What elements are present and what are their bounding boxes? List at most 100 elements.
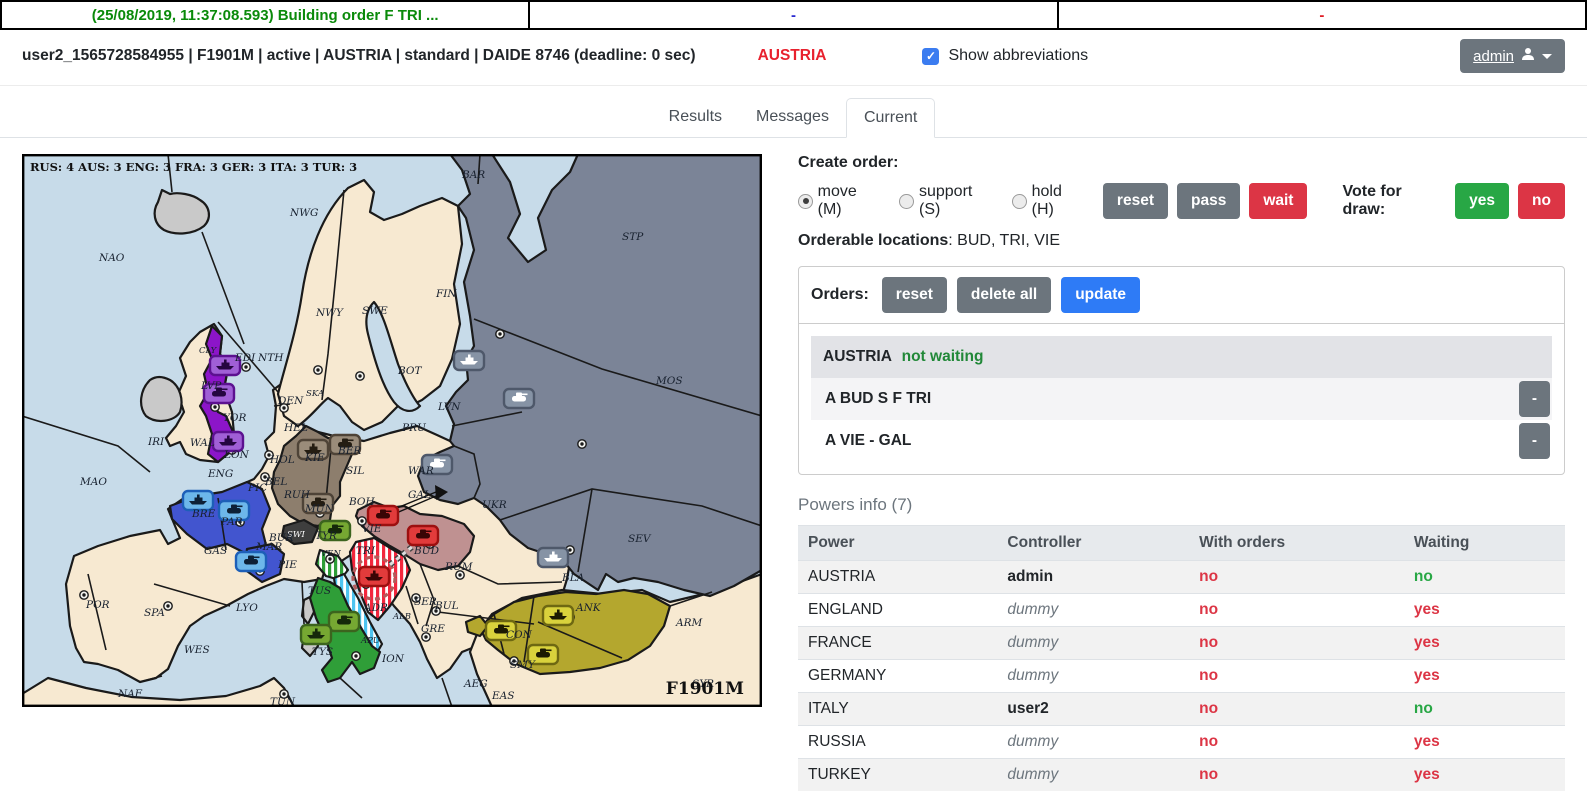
supply-center-dot	[431, 606, 441, 616]
france-fleet-unit[interactable]	[181, 489, 215, 512]
supply-center-dot	[264, 450, 274, 460]
game-map[interactable]: NAO NWG BAR STP MOS SEV UKR LVN PRU WAR GAL BOT FIN S…	[20, 152, 764, 712]
radio-support-input[interactable]	[899, 193, 914, 209]
map-label-tus: TUS	[308, 585, 331, 597]
right-panel: Create order: move (M) support (S) hold …	[798, 154, 1565, 791]
move-order-arrow	[391, 491, 437, 511]
germany-fleet-unit[interactable]	[296, 438, 330, 461]
england-army-unit[interactable]	[202, 382, 236, 405]
map-label-iri: IRI	[147, 436, 165, 448]
italy-army-unit[interactable]	[327, 610, 361, 633]
supply-center-dot	[313, 365, 323, 375]
create-order-controls: move (M) support (S) hold (H) reset pass…	[798, 183, 1565, 219]
supply-center-dot	[455, 570, 465, 580]
orders-list: AUSTRIA not waiting A BUD S F TRI - A VI…	[799, 324, 1564, 474]
tab-messages[interactable]: Messages	[756, 108, 829, 125]
remove-order-button[interactable]: -	[1518, 423, 1550, 459]
map-label-boh: BOH	[348, 496, 376, 508]
status-cell-2: -	[528, 0, 1059, 28]
orders-reset-button[interactable]: reset	[881, 277, 947, 313]
pass-button[interactable]: pass	[1176, 183, 1241, 219]
radio-move[interactable]: move (M)	[798, 183, 883, 219]
map-label-ska: SKA	[306, 389, 324, 399]
col-controller: Controller	[997, 525, 1190, 561]
map-sc-counts: RUS: 4 AUS: 3 ENG: 3 FRA: 3 GER: 3 ITA: …	[30, 160, 357, 174]
map-label-lyo: LYO	[235, 602, 258, 614]
russia-region	[416, 152, 764, 598]
orders-header: Orders: reset delete all update	[799, 267, 1564, 324]
orders-power-name: AUSTRIA	[823, 348, 892, 365]
austria-fleet-unit[interactable]	[357, 565, 391, 588]
map-label-eng: ENG	[207, 468, 233, 480]
russia-fleet-unit[interactable]	[536, 546, 570, 569]
italy-fleet-unit[interactable]	[299, 623, 333, 646]
order-graphics	[351, 485, 448, 601]
orders-title: Orders:	[811, 286, 869, 303]
france-army-unit[interactable]	[234, 550, 268, 573]
russia-army-unit[interactable]	[502, 387, 536, 410]
show-abbreviations-checkbox[interactable]: ✓	[922, 47, 940, 65]
italy-army-unit[interactable]	[318, 519, 352, 542]
map-label-ven: VEN	[321, 549, 341, 559]
map-label-eas: EAS	[491, 690, 514, 702]
current-power-label: AUSTRIA	[757, 47, 827, 64]
map-label-wal: WAL	[190, 437, 215, 449]
map-label-spa: SPA	[144, 607, 165, 619]
turkey-army-unit[interactable]	[526, 643, 560, 666]
turkey-fleet-unit[interactable]	[541, 604, 575, 627]
map-label-fin: FIN	[435, 288, 457, 300]
england-fleet-unit[interactable]	[208, 354, 242, 377]
radio-support[interactable]: support (S)	[899, 183, 996, 219]
chevron-down-icon	[1542, 53, 1552, 59]
create-order-title: Create order:	[798, 154, 899, 171]
show-abbreviations-control[interactable]: ✓ Show abbreviations	[922, 47, 1088, 65]
map-label-nao: NAO	[98, 252, 125, 264]
vote-yes-button[interactable]: yes	[1455, 183, 1510, 219]
austria-army-unit[interactable]	[406, 524, 440, 547]
gulf-of-bothnia	[365, 300, 422, 412]
austria-army-unit[interactable]	[366, 504, 400, 527]
remove-order-button[interactable]: -	[1518, 381, 1550, 417]
admin-menu-button[interactable]: admin	[1460, 39, 1565, 73]
orders-update-button[interactable]: update	[1061, 277, 1141, 313]
map-label-smy: SMY	[510, 659, 536, 671]
map-label-sev: SEV	[628, 533, 652, 545]
map-label-den: DEN	[277, 395, 304, 407]
orders-delete-all-button[interactable]: delete all	[956, 277, 1052, 313]
map-label-por: POR	[85, 599, 110, 611]
supply-center-dot	[421, 632, 431, 642]
map-label-bot: BOT	[397, 365, 423, 377]
supply-center-dot	[260, 472, 270, 482]
vote-no-button[interactable]: no	[1518, 183, 1565, 219]
wait-button[interactable]: wait	[1249, 183, 1308, 219]
turkey-army-unit[interactable]	[484, 619, 518, 642]
reset-order-button[interactable]: reset	[1102, 183, 1168, 219]
map-svg[interactable]: NAO NWG BAR STP MOS SEV UKR LVN PRU WAR GAL BOT FIN S…	[20, 152, 764, 709]
germany-army-unit[interactable]	[301, 492, 335, 515]
england-fleet-unit[interactable]	[211, 430, 245, 453]
radio-move-input[interactable]	[798, 193, 813, 209]
map-label-bur: BUR	[268, 532, 294, 544]
map-label-con: CON	[506, 629, 533, 641]
map-label-sil: SIL	[346, 465, 364, 477]
map-phase-label: F1901M	[666, 679, 744, 699]
tab-results[interactable]: Results	[668, 108, 723, 125]
map-label-ser: SER	[414, 596, 437, 608]
map-label-bla: BLA	[561, 572, 585, 584]
supply-center-dot	[495, 329, 505, 339]
radio-hold[interactable]: hold (H)	[1011, 183, 1087, 219]
map-label-edi: EDI	[234, 352, 256, 364]
map-label-war: WAR	[408, 465, 434, 477]
france-army-unit[interactable]	[217, 499, 251, 522]
russia-army-unit[interactable]	[420, 453, 454, 476]
germany-army-unit[interactable]	[328, 433, 362, 456]
order-row: A VIE - GAL -	[811, 420, 1552, 462]
russia-fleet-unit[interactable]	[452, 349, 486, 372]
tab-current[interactable]: Current	[845, 98, 936, 138]
tab-bar: Results Messages Current	[0, 86, 1587, 138]
orders-waiting-status: not waiting	[901, 348, 984, 365]
map-label-ber: BER	[337, 445, 361, 457]
radio-hold-input[interactable]	[1011, 193, 1027, 209]
power-row-austria: AUSTRIA admin no no	[798, 560, 1565, 594]
